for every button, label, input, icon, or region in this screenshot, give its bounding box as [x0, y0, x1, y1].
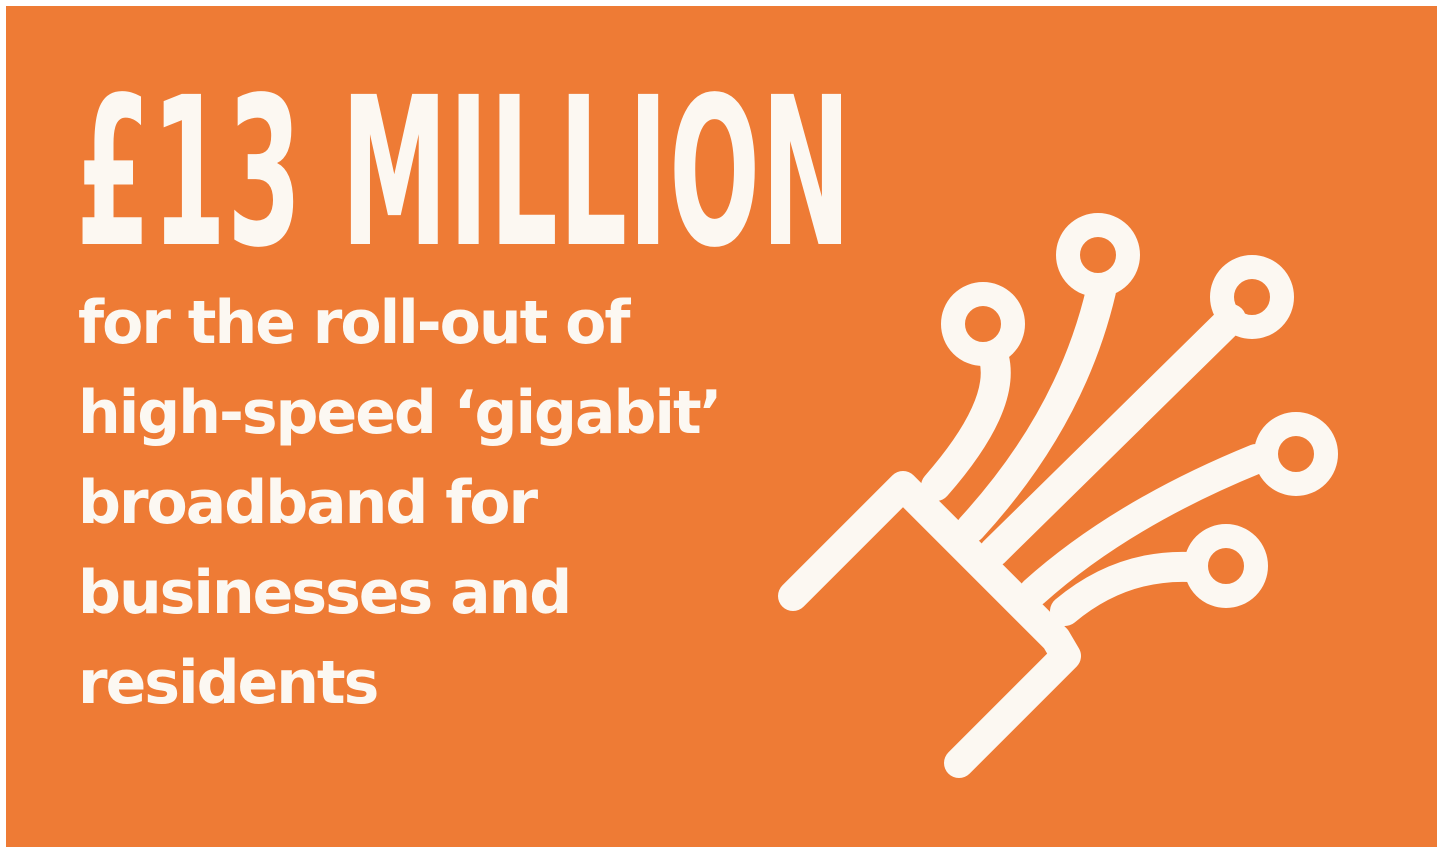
- description-line: businesses and: [78, 558, 572, 628]
- description-text: for the roll-out of high-speed ‘gigabit’…: [78, 278, 798, 728]
- description-line: broadband for: [78, 468, 538, 538]
- description-line: residents: [78, 648, 379, 718]
- description-line: for the roll-out of: [78, 288, 630, 358]
- headline-amount: £13 MILLION: [76, 53, 852, 293]
- description-line: high-speed ‘gigabit’: [78, 378, 722, 448]
- fibre-optic-cable-icon: [778, 213, 1338, 778]
- infographic-panel: £13 MILLION for the roll-out of high-spe…: [6, 6, 1437, 847]
